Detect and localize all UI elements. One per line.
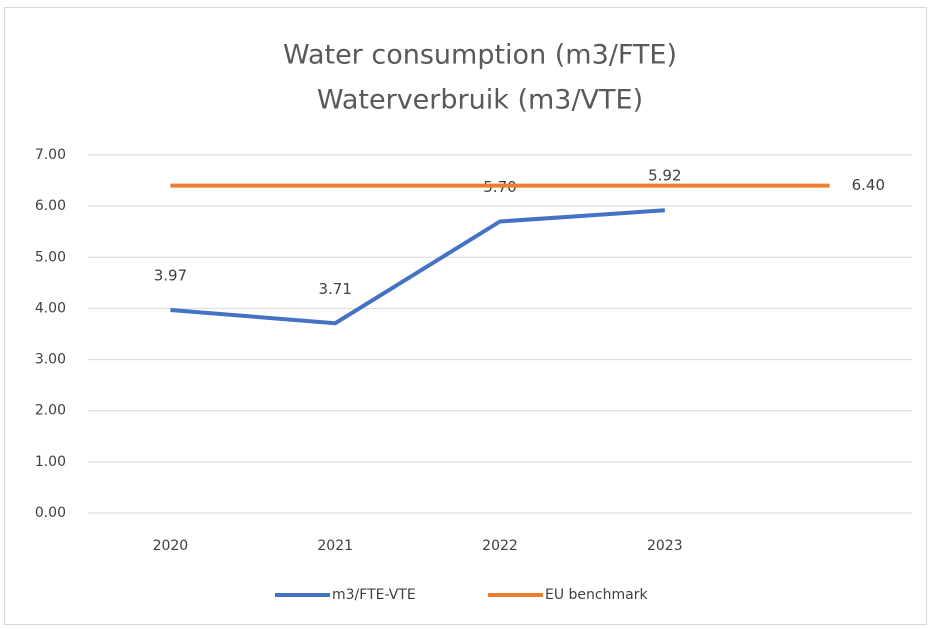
- legend-label: EU benchmark: [545, 587, 648, 603]
- data-label: 6.40: [852, 176, 885, 194]
- x-tick-label: 2022: [482, 538, 518, 554]
- y-tick-label: 0.00: [35, 505, 66, 521]
- x-tick-label: 2020: [153, 538, 189, 554]
- y-tick-label: 5.00: [35, 249, 66, 265]
- y-tick-label: 3.00: [35, 352, 66, 368]
- data-label: 5.92: [648, 167, 681, 185]
- y-tick-label: 1.00: [35, 454, 66, 470]
- data-label: 3.97: [154, 266, 187, 284]
- x-tick-label: 2023: [647, 538, 683, 554]
- chart-border: [4, 7, 927, 625]
- chart-title: Water consumption (m3/FTE): [283, 40, 677, 71]
- legend-label: m3/FTE-VTE: [332, 587, 416, 603]
- y-tick-label: 6.00: [35, 198, 66, 214]
- data-label: 3.71: [318, 280, 351, 298]
- x-tick-label: 2021: [317, 538, 353, 554]
- chart-subtitle: Waterverbruik (m3/VTE): [317, 85, 643, 116]
- y-tick-label: 7.00: [35, 147, 66, 163]
- y-tick-label: 2.00: [35, 403, 66, 419]
- series-line: [170, 208, 665, 326]
- y-tick-label: 4.00: [35, 300, 66, 316]
